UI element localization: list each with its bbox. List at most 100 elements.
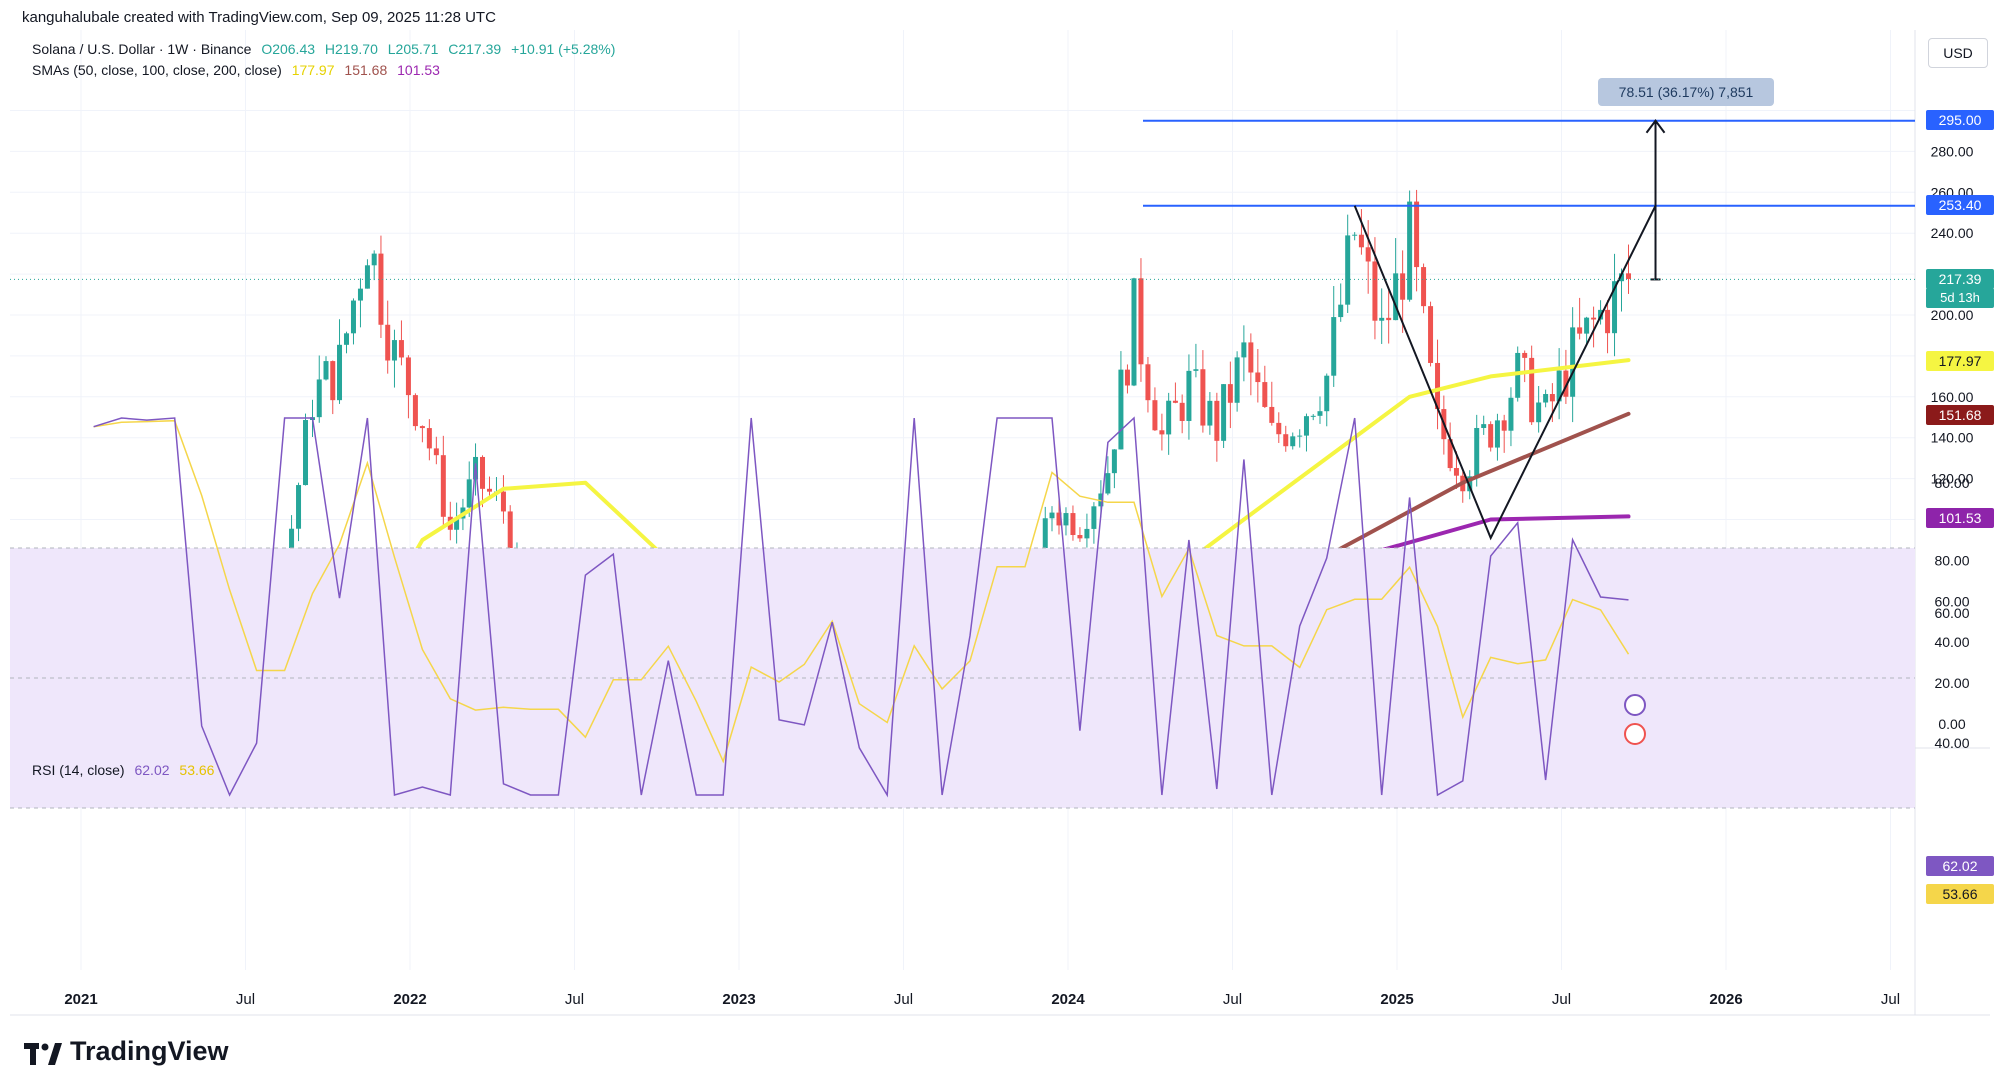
candle-body — [1543, 394, 1549, 403]
x-tick-label: Jul — [565, 991, 584, 1008]
candle-body — [486, 488, 492, 492]
rsi-last-label: 62.02 — [1926, 856, 1994, 876]
tradingview-logo-icon — [24, 1041, 62, 1065]
candle-body — [1145, 364, 1151, 401]
candle-body — [1536, 402, 1542, 423]
y-tick-label: 140.00 — [1931, 430, 1974, 446]
candle-body — [1345, 235, 1351, 305]
candle-body — [1338, 304, 1344, 318]
candle-body — [1605, 309, 1611, 334]
candle-body — [1508, 397, 1514, 431]
candle-body — [1118, 369, 1124, 450]
symbol-legend[interactable]: Solana / U.S. Dollar · 1W · Binance O206… — [32, 41, 621, 57]
candle-body — [1077, 535, 1083, 539]
candle-body — [391, 340, 397, 361]
candle-body — [1297, 435, 1303, 437]
candle-body — [1365, 247, 1371, 262]
candle-body — [303, 420, 309, 486]
ohlc-low: L205.71 — [387, 41, 439, 57]
price-label-last: 217.39 — [1926, 269, 1994, 289]
y-tick-label: 60.00 — [1934, 593, 1969, 609]
x-tick-label: Jul — [894, 991, 913, 1008]
candle-body — [1159, 430, 1165, 435]
price-label-253: 253.40 — [1926, 195, 1994, 215]
candle-body — [1042, 518, 1048, 564]
ohlc-open: O206.43 — [261, 41, 316, 57]
candle-body — [1084, 528, 1090, 539]
candle-body — [1098, 493, 1104, 507]
candle-body — [1393, 273, 1399, 321]
candle-body — [296, 485, 302, 529]
rsi-line[interactable] — [93, 416, 1629, 798]
candle-body — [316, 379, 322, 418]
x-tick-label: 2026 — [1709, 991, 1742, 1008]
v-pattern-drawing[interactable] — [1353, 205, 1657, 541]
candle-body — [466, 479, 472, 508]
candle-body — [1563, 370, 1569, 397]
y-tick-label: 80.00 — [1934, 552, 1969, 568]
sma-legend[interactable]: SMAs (50, close, 100, close, 200, close)… — [32, 62, 446, 78]
candle-body — [1407, 201, 1413, 300]
candle-body — [371, 253, 377, 266]
candle-body — [330, 361, 336, 401]
candle-body — [1379, 317, 1385, 321]
candle-body — [1515, 352, 1521, 398]
candle-body — [1501, 420, 1507, 431]
candle-body — [405, 357, 411, 396]
rsi-tick-label: 60.00 — [1934, 605, 1969, 621]
currency-button[interactable]: USD — [1928, 38, 1988, 68]
sma100-value: 151.68 — [344, 62, 388, 78]
candle-body — [378, 253, 384, 325]
candle-body — [343, 333, 349, 345]
candle-body — [1372, 261, 1378, 321]
candle-body — [1570, 327, 1576, 397]
candle-body — [1234, 357, 1240, 403]
rsi-tick-label: 40.00 — [1934, 735, 1969, 751]
candle-body — [1435, 362, 1441, 410]
candle-body — [1591, 317, 1597, 320]
candle-body — [385, 324, 391, 361]
x-tick-label: Jul — [1552, 991, 1571, 1008]
candle-body — [1172, 400, 1178, 403]
candle-body — [419, 426, 425, 429]
countdown-label: 5d 13h — [1926, 288, 1994, 308]
candle-body — [1352, 234, 1358, 236]
candle-body — [1227, 384, 1233, 403]
candle-body — [1414, 201, 1420, 268]
sma-label: SMAs (50, close, 100, close, 200, close) — [32, 62, 282, 78]
candle-body — [454, 518, 460, 530]
sma50-value: 177.97 — [291, 62, 335, 78]
candle-body — [480, 456, 486, 489]
candle-body — [1124, 369, 1130, 386]
candle-body — [1056, 512, 1062, 526]
rsi-ma-line[interactable] — [93, 419, 1630, 764]
candle-body — [1131, 278, 1137, 386]
flag-icon[interactable] — [1624, 723, 1646, 745]
y-tick-label: 40.00 — [1934, 634, 1969, 650]
candle-body — [1625, 273, 1631, 280]
candle-body — [500, 491, 506, 512]
candle-body — [364, 265, 370, 289]
rsi-legend[interactable]: RSI (14, close) 62.02 53.66 — [32, 762, 220, 778]
candle-body — [1091, 506, 1097, 529]
candle-body — [1612, 281, 1618, 334]
price-label-sma50: 177.97 — [1926, 351, 1994, 371]
candle-body — [1193, 369, 1199, 371]
x-tick-label: Jul — [1881, 991, 1900, 1008]
candle-body — [1179, 402, 1185, 421]
candle-body — [1421, 267, 1427, 307]
event-icon[interactable] — [1624, 694, 1646, 716]
candle-body — [337, 344, 343, 401]
candle-body — [1186, 370, 1192, 421]
candle-body — [357, 288, 363, 301]
price-chart[interactable]: 0.0020.0040.0060.0080.00100.00120.00140.… — [10, 0, 1990, 1087]
x-tick-label: 2023 — [722, 991, 755, 1008]
candle-body — [426, 428, 432, 449]
candle-body — [1303, 416, 1309, 436]
candle-body — [1152, 400, 1158, 431]
tradingview-logo[interactable]: TradingView — [24, 1036, 229, 1067]
rsi-label: RSI (14, close) — [32, 762, 125, 778]
x-tick-label: 2021 — [64, 991, 97, 1008]
y-tick-label: 240.00 — [1931, 225, 1974, 241]
candle-body — [1310, 415, 1316, 417]
